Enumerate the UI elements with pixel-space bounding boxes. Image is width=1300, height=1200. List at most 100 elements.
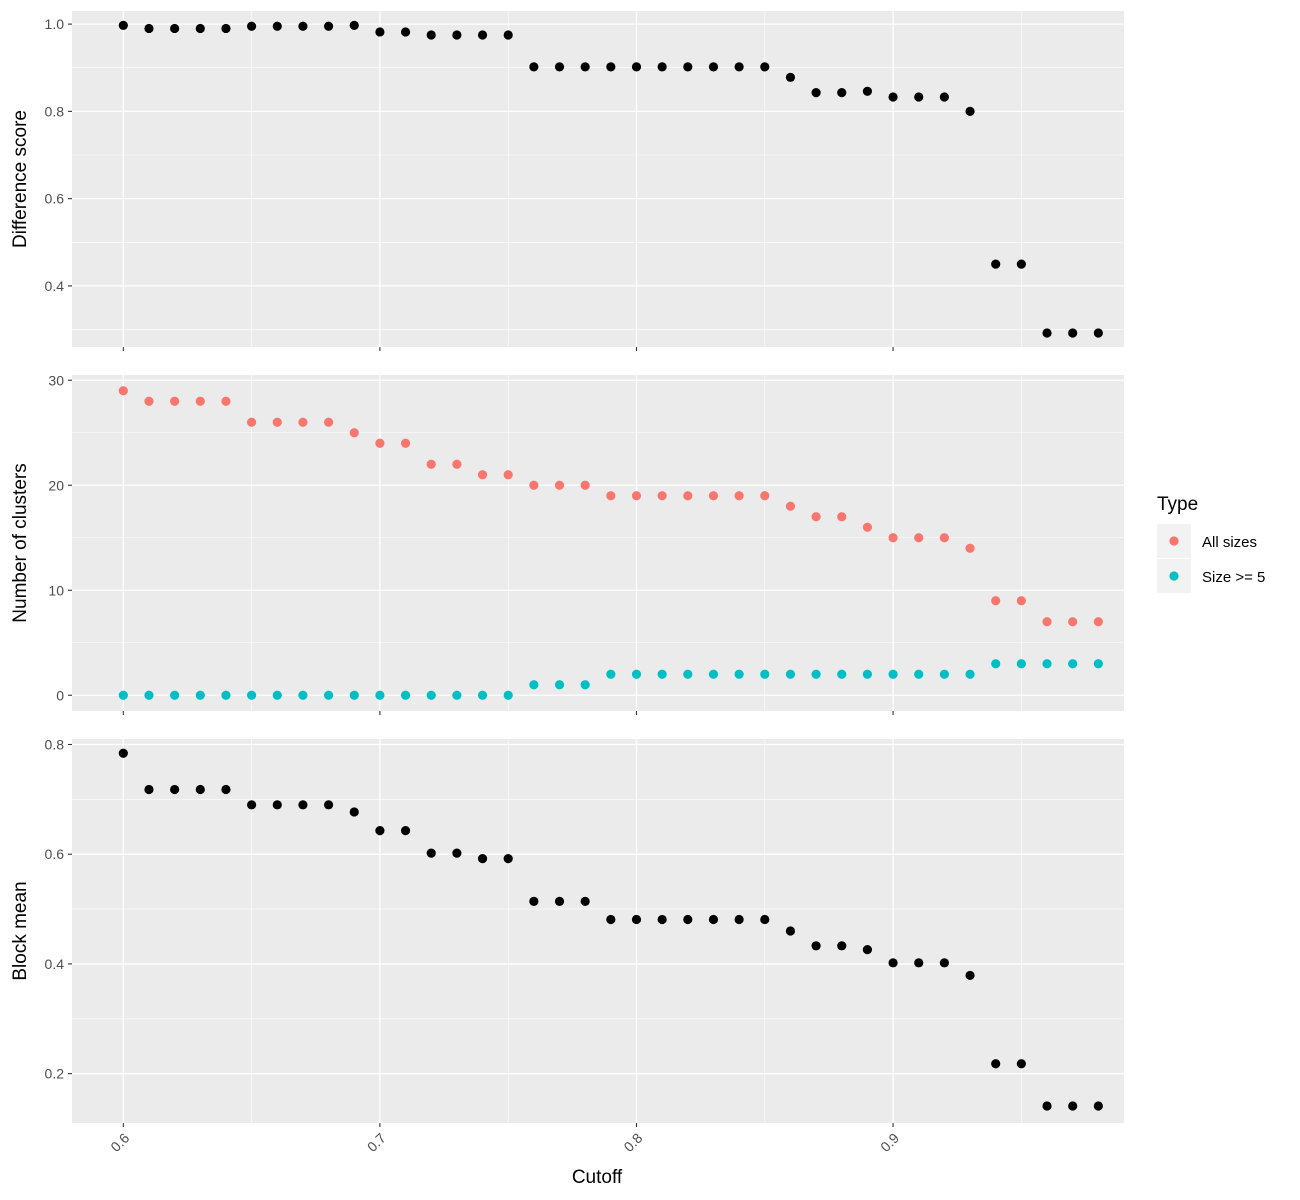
data-point — [939, 958, 949, 968]
data-point — [580, 680, 590, 690]
data-point — [760, 669, 770, 679]
data-point — [862, 522, 873, 532]
chart-panels: 0.4 0.6 0.8 1.0 Difference score 0 10 20 30 Numbe… — [10, 11, 1124, 1155]
data-point — [298, 690, 308, 700]
data-point — [529, 480, 539, 490]
panel-background — [72, 11, 1124, 347]
data-point — [272, 417, 282, 427]
data-point — [503, 30, 513, 40]
data-point — [247, 800, 257, 810]
data-point — [554, 680, 565, 690]
data-point — [657, 914, 667, 925]
data-point — [375, 826, 385, 836]
data-point — [888, 669, 898, 679]
data-point — [580, 480, 590, 490]
data-point — [811, 512, 821, 522]
data-point — [477, 853, 488, 864]
y-tick-label: 30 — [48, 372, 64, 388]
data-point — [1042, 659, 1052, 669]
data-point — [195, 23, 205, 34]
y-tick-label: 20 — [48, 477, 64, 493]
data-point — [708, 669, 719, 679]
data-point — [323, 417, 334, 427]
data-point — [580, 896, 590, 906]
y-tick-label: 0.2 — [45, 1066, 65, 1082]
data-point — [1068, 617, 1078, 627]
data-point — [657, 669, 667, 679]
y-tick-label: 0 — [56, 687, 64, 703]
data-point — [631, 669, 642, 679]
data-point — [631, 491, 642, 501]
data-point — [862, 86, 873, 96]
data-point — [426, 690, 436, 700]
panel-background — [72, 375, 1124, 711]
data-point — [631, 62, 642, 72]
legend: Type All sizes Size >= 5 — [1157, 494, 1265, 593]
data-point — [734, 914, 744, 925]
data-point — [991, 1059, 1001, 1069]
data-point — [477, 470, 488, 480]
data-point — [1093, 617, 1103, 627]
data-point — [708, 491, 719, 501]
panel-difference-score: 0.4 0.6 0.8 1.0 Difference score — [10, 11, 1124, 351]
y-tick-label: 0.6 — [45, 191, 65, 207]
data-point — [657, 491, 667, 501]
data-point — [785, 926, 796, 936]
data-point — [144, 784, 154, 795]
data-point — [221, 396, 231, 406]
data-point — [426, 30, 436, 40]
data-point — [298, 417, 308, 427]
data-point — [914, 92, 924, 102]
data-point — [323, 800, 334, 810]
data-point — [118, 690, 128, 700]
data-point — [1042, 328, 1052, 338]
data-point — [888, 92, 898, 102]
data-point — [195, 690, 205, 700]
data-point — [837, 941, 847, 951]
data-point — [477, 690, 488, 700]
data-point — [965, 543, 975, 553]
data-point — [785, 669, 796, 679]
data-point — [247, 690, 257, 700]
y-tick-label: 0.8 — [45, 736, 65, 752]
data-point — [1042, 617, 1052, 627]
y-tick-label: 0.4 — [45, 278, 65, 294]
data-point — [272, 800, 282, 810]
data-point — [734, 491, 744, 501]
data-point — [1093, 659, 1103, 669]
data-point — [144, 23, 154, 34]
data-point — [760, 62, 770, 72]
data-point — [349, 20, 359, 30]
data-point — [170, 690, 180, 700]
data-point — [991, 596, 1001, 606]
data-point — [323, 690, 334, 700]
legend-label-size-ge-5: Size >= 5 — [1202, 569, 1265, 586]
data-point — [811, 669, 821, 679]
data-point — [349, 690, 359, 700]
data-point — [1093, 1101, 1103, 1111]
data-point — [1016, 596, 1026, 606]
data-point — [349, 807, 359, 817]
data-point — [554, 62, 565, 72]
data-point — [914, 533, 924, 543]
data-point — [272, 21, 282, 31]
legend-key-size-ge-5 — [1169, 571, 1179, 581]
data-point — [503, 470, 513, 480]
data-point — [811, 88, 821, 98]
data-point — [554, 480, 565, 490]
data-point — [298, 800, 308, 810]
data-point — [477, 30, 488, 40]
data-point — [272, 690, 282, 700]
data-point — [221, 690, 231, 700]
data-point — [400, 27, 411, 37]
data-point — [400, 438, 411, 448]
data-point — [965, 970, 975, 981]
data-point — [734, 62, 744, 72]
y-tick-label: 1.0 — [45, 16, 65, 32]
series-all-sizes — [118, 386, 1103, 627]
data-point — [529, 896, 539, 906]
data-point — [939, 669, 949, 679]
data-point — [914, 669, 924, 679]
